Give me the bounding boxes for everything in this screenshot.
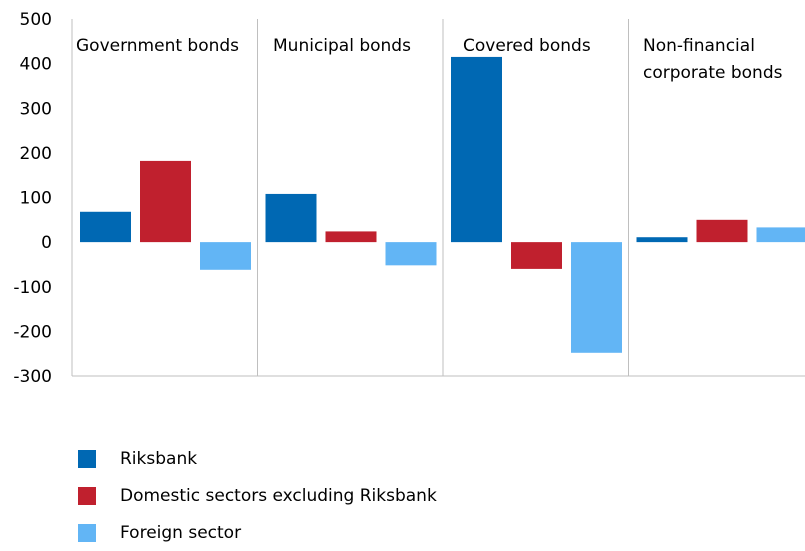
- category-label: Municipal bonds: [273, 36, 411, 56]
- legend-swatch-riksbank: [78, 450, 96, 468]
- bar-foreign-sector-2: [571, 242, 622, 353]
- bar-domestic-sectors-excluding-riksbank-1: [326, 231, 377, 242]
- bar-chart: 500 400 300 200 100 0 -100 -200 -300 Government b…: [0, 0, 805, 430]
- y-tick-label: 100: [20, 189, 52, 209]
- legend-swatch-domestic-sectors: [78, 487, 96, 505]
- bar-riksbank-3: [637, 237, 688, 242]
- y-tick-label: 400: [20, 55, 52, 75]
- bar-riksbank-0: [80, 212, 131, 242]
- category-label: Covered bonds: [463, 36, 591, 56]
- y-tick-label: -200: [13, 322, 52, 342]
- category-label: Government bonds: [76, 36, 239, 56]
- y-tick-label: 200: [20, 144, 52, 164]
- y-tick-label: 0: [41, 233, 52, 253]
- legend-label-domestic-sectors: Domestic sectors excluding Riksbank: [120, 486, 437, 506]
- legend-label-foreign-sector: Foreign sector: [120, 523, 241, 543]
- y-tick-label: -300: [13, 367, 52, 387]
- bar-riksbank-1: [266, 194, 317, 242]
- bar-domestic-sectors-excluding-riksbank-0: [140, 161, 191, 242]
- y-tick-label: -100: [13, 278, 52, 298]
- bar-domestic-sectors-excluding-riksbank-2: [511, 242, 562, 269]
- bar-domestic-sectors-excluding-riksbank-3: [697, 220, 748, 242]
- legend-item-riksbank: Riksbank: [78, 440, 437, 477]
- legend-item-domestic-sectors: Domestic sectors excluding Riksbank: [78, 477, 437, 514]
- bar-foreign-sector-1: [386, 242, 437, 265]
- category-label: Non-financial: [643, 36, 755, 56]
- legend-label-riksbank: Riksbank: [120, 449, 197, 469]
- bar-riksbank-2: [451, 57, 502, 242]
- bar-foreign-sector-0: [200, 242, 251, 270]
- legend-swatch-foreign-sector: [78, 524, 96, 542]
- legend-item-foreign-sector: Foreign sector: [78, 514, 437, 551]
- category-label: corporate bonds: [643, 63, 783, 83]
- legend: Riksbank Domestic sectors excluding Riks…: [78, 440, 437, 551]
- bar-foreign-sector-3: [757, 227, 805, 242]
- y-tick-label: 500: [20, 10, 52, 30]
- y-tick-label: 300: [20, 99, 52, 119]
